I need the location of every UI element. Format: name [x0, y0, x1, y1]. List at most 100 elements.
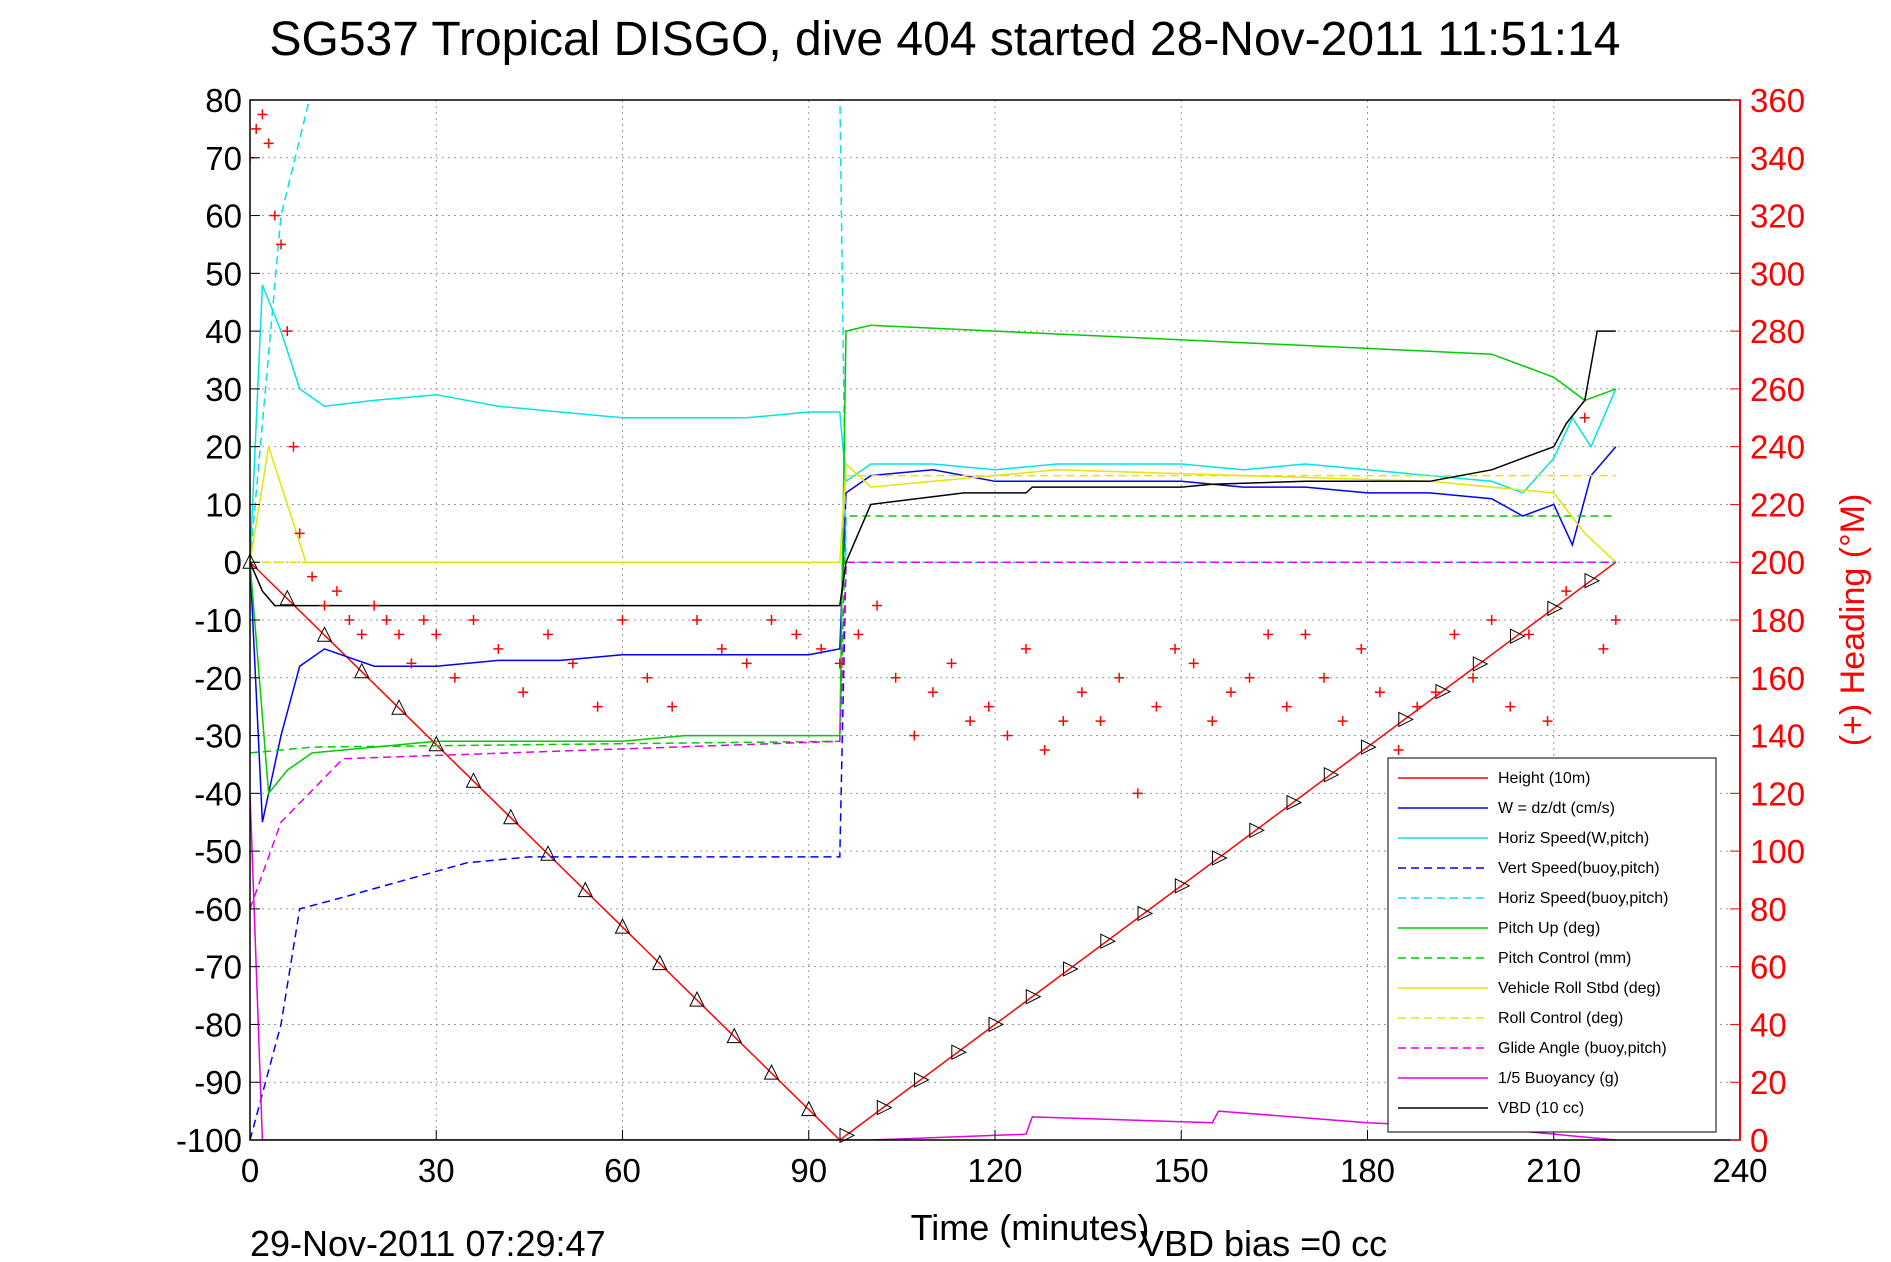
height-marker	[1472, 656, 1489, 672]
heading-point	[1225, 687, 1236, 698]
height-marker	[391, 699, 407, 715]
heading-point	[1561, 586, 1572, 597]
heading-point	[1207, 716, 1218, 727]
heading-point	[909, 730, 920, 741]
series-line-9	[250, 561, 1616, 910]
heading-point	[1412, 701, 1423, 712]
heading-point	[791, 629, 802, 640]
heading-point	[1151, 701, 1162, 712]
height-marker	[614, 917, 631, 934]
heading-point	[1132, 788, 1143, 799]
y-tick-label: -50	[194, 833, 242, 870]
heading-point	[642, 672, 653, 683]
series-line-3	[250, 562, 847, 1140]
y2-tick-label: 320	[1750, 198, 1805, 235]
heading-point	[1486, 615, 1497, 625]
legend-label: Horiz Speed(buoy,pitch)	[1498, 890, 1668, 907]
heading-point	[493, 643, 504, 654]
heading-point	[1188, 658, 1199, 669]
y2-tick-label: 0	[1750, 1122, 1768, 1159]
height-marker	[651, 954, 668, 971]
y2-tick-label: 160	[1750, 660, 1805, 697]
height-marker	[914, 1072, 930, 1088]
heading-point	[1076, 687, 1087, 698]
height-marker	[502, 808, 519, 825]
heading-point	[1579, 412, 1590, 423]
heading-point	[1095, 716, 1106, 727]
y-tick-label: 50	[205, 255, 242, 292]
heading-point	[418, 615, 429, 625]
heading-point	[816, 643, 827, 654]
series-line-5	[250, 324, 1617, 796]
height-marker	[763, 1063, 780, 1080]
height-marker	[951, 1044, 967, 1061]
heading-point	[431, 629, 442, 640]
height-marker	[1361, 739, 1377, 755]
y-tick-label: -60	[194, 891, 242, 928]
height-marker	[1174, 877, 1191, 894]
heading-point	[1263, 629, 1274, 640]
heading-point	[1356, 643, 1367, 654]
footer-timestamp: 29-Nov-2011 07:29:47	[250, 1223, 606, 1262]
height-marker	[1025, 988, 1042, 1005]
height-marker	[876, 1099, 893, 1116]
heading-point	[1319, 672, 1330, 683]
heading-point	[946, 658, 957, 669]
y-tick-label: -30	[194, 718, 242, 755]
y-tick-label: -70	[194, 949, 242, 986]
x-axis: 0 30 60 90 120 150 180 210 240	[241, 1130, 1768, 1189]
heading-point	[1598, 643, 1609, 654]
y-tick-label: 40	[205, 313, 242, 350]
heading-point	[269, 210, 280, 221]
y2-tick-label: 60	[1750, 949, 1787, 986]
y2-axis-label: (+) Heading (°M)	[1834, 494, 1872, 747]
height-marker	[1398, 711, 1414, 728]
legend-label: Pitch Control (mm)	[1498, 950, 1631, 967]
heading-point	[282, 326, 293, 337]
height-marker	[279, 589, 296, 606]
heading-point	[890, 672, 901, 683]
y2-tick-label: 200	[1750, 544, 1805, 581]
y-tick-label: 30	[205, 371, 242, 408]
y2-tick-label: 360	[1750, 82, 1805, 119]
legend-label: Vehicle Roll Stbd (deg)	[1498, 980, 1661, 997]
heading-point	[741, 658, 752, 669]
legend-label: W = dz/dt (cm/s)	[1498, 800, 1615, 817]
heading-point	[667, 701, 678, 712]
legend-label: 1/5 Buoyancy (g)	[1498, 1070, 1619, 1087]
heading-point	[1300, 629, 1311, 640]
legend-label: Pitch Up (deg)	[1498, 920, 1600, 937]
heading-point	[983, 701, 994, 712]
series-line-4	[250, 100, 1616, 563]
height-marker	[1100, 933, 1116, 950]
heading-point	[394, 629, 404, 640]
y-tick-label: 70	[205, 140, 242, 177]
heading-point	[692, 615, 702, 625]
series-line-0	[250, 561, 1617, 1140]
heading-point	[1505, 701, 1516, 712]
height-marker	[1212, 850, 1228, 866]
y-axis-left: -100-90-80-70-60-50-40-30-20-10010203040…	[176, 82, 260, 1159]
heading-point	[294, 528, 305, 539]
height-marker	[689, 990, 705, 1007]
y-tick-label: -20	[194, 660, 242, 697]
heading-point	[1002, 730, 1013, 741]
x-tick-label: 90	[790, 1152, 827, 1189]
heading-markers	[250, 109, 1621, 799]
heading-point	[965, 716, 976, 727]
y2-tick-label: 180	[1750, 602, 1805, 639]
heading-point	[276, 239, 287, 250]
series-layer	[250, 100, 1617, 1140]
heading-point	[518, 687, 529, 698]
heading-point	[927, 687, 938, 698]
height-marker	[839, 1127, 856, 1144]
heading-point	[307, 571, 318, 582]
y2-tick-label: 100	[1750, 833, 1805, 870]
x-tick-label: 30	[418, 1152, 455, 1189]
y-tick-label: 10	[205, 486, 242, 523]
series-line-11	[250, 330, 1616, 607]
heading-point	[716, 643, 727, 654]
y-tick-label: -80	[194, 1006, 242, 1043]
height-marker	[577, 881, 594, 898]
